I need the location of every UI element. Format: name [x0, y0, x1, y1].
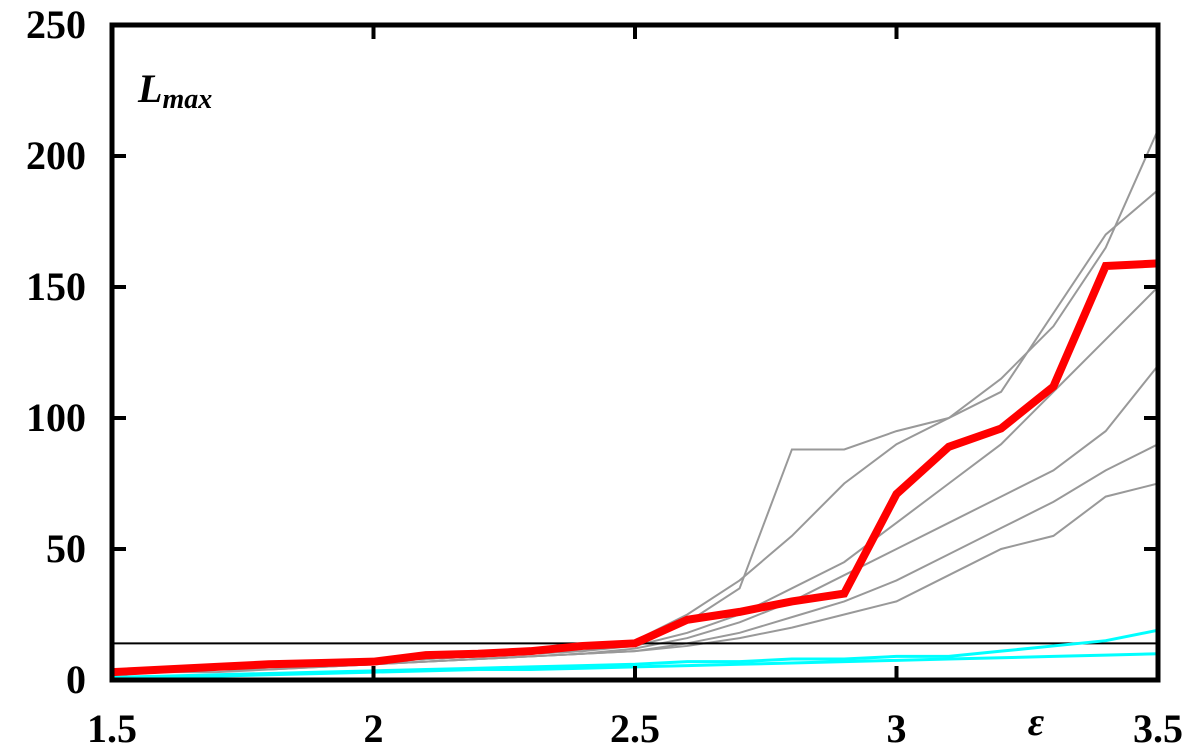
series-line	[112, 259, 1158, 677]
x-tick-label: 3.5	[1133, 706, 1183, 748]
label-sub: max	[162, 84, 212, 115]
y-tick-label: 250	[26, 2, 86, 47]
series-line	[112, 286, 1158, 676]
label-main: L	[137, 66, 162, 111]
series-line	[112, 364, 1158, 676]
x-tick-label: 3	[887, 706, 907, 748]
plot-area	[112, 129, 1158, 679]
x-tick-label: 2.5	[610, 706, 660, 748]
x-axis-label: ε	[1028, 699, 1045, 744]
y-tick-label: 50	[46, 526, 86, 571]
x-tick-label: 2	[364, 706, 384, 748]
y-tick-label: 200	[26, 133, 86, 178]
series-line	[112, 129, 1158, 676]
plot-frame	[109, 22, 1161, 683]
series-line	[112, 482, 1158, 676]
y-axis-label: Lmax	[137, 66, 212, 115]
y-tick-label: 150	[26, 264, 86, 309]
y-tick-label: 0	[66, 657, 86, 702]
y-tick-label: 100	[26, 395, 86, 440]
x-tick-label: 1.5	[87, 706, 137, 748]
